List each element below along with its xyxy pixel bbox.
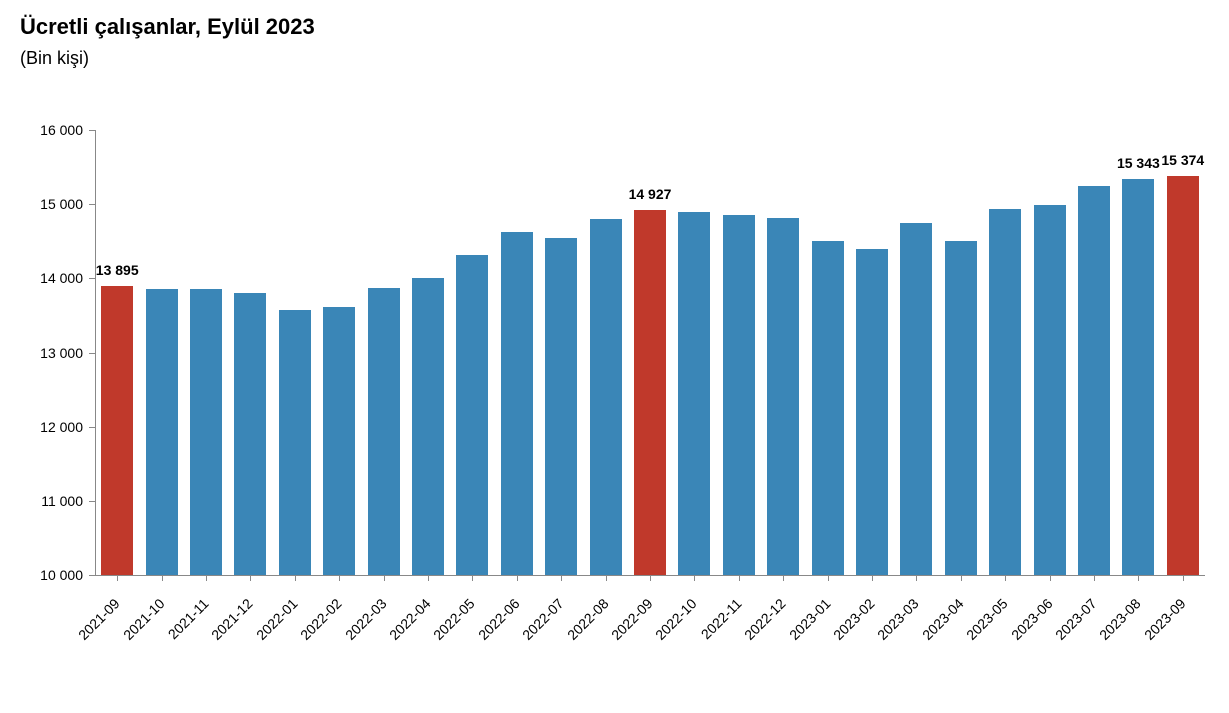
x-tick: [428, 575, 429, 581]
bar: [146, 289, 178, 575]
chart-title: Ücretli çalışanlar, Eylül 2023: [20, 14, 315, 40]
plot-area: 10 00011 00012 00013 00014 00015 00016 0…: [95, 130, 1205, 575]
bar: [900, 223, 932, 575]
x-tick: [250, 575, 251, 581]
bar: [945, 241, 977, 575]
y-tick-label: 13 000: [13, 345, 83, 361]
x-tick-label: 2022-04: [352, 595, 434, 677]
bar: [234, 293, 266, 575]
y-tick: [89, 130, 95, 131]
bar: [678, 212, 710, 575]
bar-value-label: 15 374: [1143, 152, 1223, 168]
x-tick: [384, 575, 385, 581]
x-tick-label: 2023-07: [1018, 595, 1100, 677]
x-tick: [561, 575, 562, 581]
bar: [1078, 186, 1110, 575]
bar: [856, 249, 888, 575]
y-tick-label: 11 000: [13, 493, 83, 509]
x-tick: [472, 575, 473, 581]
chart-container: Ücretli çalışanlar, Eylül 2023 (Bin kişi…: [0, 0, 1229, 713]
x-tick: [916, 575, 917, 581]
x-tick: [872, 575, 873, 581]
x-tick: [206, 575, 207, 581]
bar: [190, 289, 222, 575]
y-tick-label: 14 000: [13, 270, 83, 286]
bar: [368, 288, 400, 575]
y-tick: [89, 501, 95, 502]
x-tick: [517, 575, 518, 581]
bar: [767, 218, 799, 575]
x-tick: [606, 575, 607, 581]
bar-value-label: 14 927: [610, 186, 690, 202]
bar: [323, 307, 355, 575]
y-tick-label: 10 000: [13, 567, 83, 583]
bar-value-label: 13 895: [77, 262, 157, 278]
x-tick-label: 2021-11: [130, 595, 212, 677]
y-tick: [89, 575, 95, 576]
x-tick-label: 2022-09: [574, 595, 656, 677]
x-tick: [117, 575, 118, 581]
y-axis: [95, 130, 96, 575]
x-tick: [650, 575, 651, 581]
x-tick: [694, 575, 695, 581]
x-tick: [1183, 575, 1184, 581]
bar: [634, 210, 666, 575]
x-tick: [828, 575, 829, 581]
y-tick: [89, 204, 95, 205]
bar: [412, 278, 444, 575]
bar: [1167, 176, 1199, 575]
y-tick: [89, 278, 95, 279]
bar: [279, 310, 311, 575]
x-tick: [1005, 575, 1006, 581]
x-tick-label: 2023-02: [796, 595, 878, 677]
y-tick: [89, 427, 95, 428]
bar: [590, 219, 622, 575]
y-tick-label: 15 000: [13, 196, 83, 212]
bar: [1122, 179, 1154, 575]
x-tick: [961, 575, 962, 581]
x-tick: [339, 575, 340, 581]
bar: [101, 286, 133, 575]
y-tick-label: 12 000: [13, 419, 83, 435]
bar: [545, 238, 577, 575]
x-tick-label: 2021-09: [41, 595, 123, 677]
bar: [723, 215, 755, 575]
x-tick: [1138, 575, 1139, 581]
bar: [501, 232, 533, 575]
bar: [812, 241, 844, 575]
y-tick-label: 16 000: [13, 122, 83, 138]
x-tick: [162, 575, 163, 581]
bar: [1034, 205, 1066, 575]
x-tick: [739, 575, 740, 581]
x-tick: [1094, 575, 1095, 581]
x-tick: [295, 575, 296, 581]
chart-subtitle: (Bin kişi): [20, 48, 89, 69]
bar: [989, 209, 1021, 575]
bar: [456, 255, 488, 575]
y-tick: [89, 353, 95, 354]
x-tick: [783, 575, 784, 581]
x-tick: [1050, 575, 1051, 581]
